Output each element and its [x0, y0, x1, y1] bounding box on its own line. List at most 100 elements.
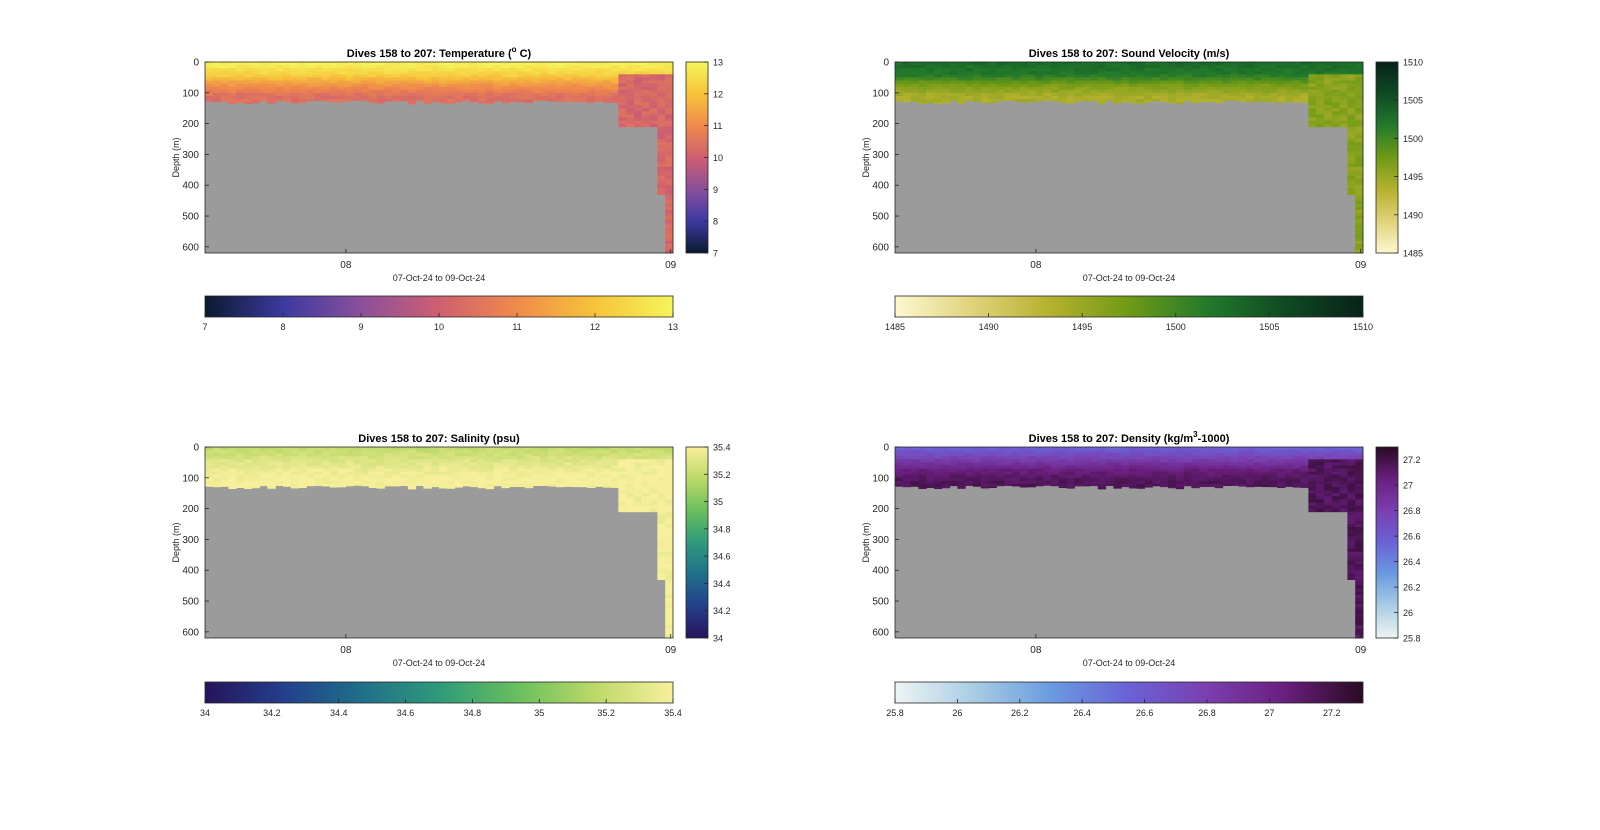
- heatmap-cell: [1199, 477, 1208, 482]
- heatmap-cell: [996, 450, 1005, 454]
- heatmap-cell: [1136, 465, 1146, 470]
- heatmap-cell: [1051, 477, 1060, 482]
- heatmap-cell: [1144, 450, 1153, 454]
- heatmap-cell: [1207, 86, 1216, 91]
- heatmap-cell: [902, 86, 912, 91]
- heatmap-cell: [1355, 71, 1364, 75]
- heatmap-cell: [556, 450, 565, 454]
- heatmap-cell: [988, 453, 997, 457]
- title-tail: C): [517, 48, 532, 60]
- heatmap-cell: [228, 462, 237, 466]
- heatmap-cell: [1058, 71, 1068, 75]
- heatmap-cell: [462, 471, 471, 476]
- heatmap-cell: [1316, 496, 1325, 500]
- heatmap-cell: [1347, 496, 1356, 500]
- heatmap-cell: [1105, 465, 1114, 470]
- heatmap-cell: [462, 95, 471, 100]
- heatmap-cell: [376, 465, 385, 470]
- heatmap-cell: [988, 74, 997, 78]
- heatmap-cell: [251, 483, 261, 488]
- heatmap-cell: [1347, 148, 1356, 152]
- heatmap-cell: [571, 483, 580, 488]
- heatmap-cell: [337, 447, 346, 451]
- heatmap-cell: [1214, 74, 1224, 78]
- heatmap-cell: [579, 62, 588, 66]
- heatmap-cell: [980, 450, 990, 454]
- heatmap-cell: [957, 474, 966, 479]
- heatmap-cell: [345, 62, 354, 66]
- heatmap-cell: [587, 483, 596, 488]
- heatmap-cell: [290, 98, 300, 103]
- heatmap-cell: [595, 480, 604, 485]
- heatmap-cell: [657, 74, 666, 78]
- heatmap-cell: [649, 68, 658, 72]
- heatmap-cell: [587, 92, 596, 97]
- heatmap-cell: [1043, 465, 1052, 470]
- heatmap-cell: [665, 480, 674, 485]
- heatmap-cell: [384, 462, 393, 466]
- heatmap-cell: [1230, 474, 1239, 479]
- heatmap-cell: [220, 86, 229, 91]
- heatmap-cell: [384, 456, 393, 460]
- heatmap-cell: [1012, 447, 1021, 451]
- heatmap-cell: [1019, 447, 1029, 451]
- heatmap-cell: [478, 68, 487, 72]
- heatmap-cell: [1066, 483, 1075, 488]
- heatmap-cell: [1214, 474, 1224, 479]
- heatmap-cell: [910, 450, 919, 454]
- heatmap-cell: [439, 89, 448, 94]
- heatmap-cell: [665, 145, 674, 149]
- heatmap-cell: [1129, 89, 1138, 94]
- heatmap-cell: [665, 92, 674, 97]
- heatmap-cell: [259, 74, 268, 78]
- heatmap-cell: [602, 65, 612, 69]
- heatmap-cell: [431, 89, 440, 94]
- heatmap-cell: [1308, 117, 1317, 122]
- heatmap-cell: [1160, 483, 1169, 488]
- heatmap-cell: [926, 89, 935, 94]
- heatmap-cell: [1261, 65, 1270, 69]
- heatmap-cell: [290, 468, 300, 473]
- heatmap-cell: [1043, 447, 1052, 451]
- heatmap-cell: [1355, 607, 1364, 611]
- heatmap-cell: [415, 98, 424, 101]
- y-tick-label: 100: [182, 473, 199, 484]
- heatmap-cell: [1175, 465, 1185, 470]
- heatmap-cell: [1136, 74, 1146, 78]
- heatmap-cell: [1339, 483, 1348, 488]
- heatmap-cell: [649, 102, 658, 106]
- heatmap-cell: [1168, 80, 1177, 85]
- heatmap-cell: [1066, 447, 1075, 451]
- heatmap-cell: [1238, 77, 1247, 81]
- heatmap-cell: [1222, 462, 1231, 466]
- heatmap-cell: [283, 98, 292, 102]
- heatmap-cell: [1097, 468, 1107, 473]
- heatmap-cell: [1152, 462, 1161, 466]
- heatmap-cell: [244, 447, 253, 451]
- heatmap-cell: [1277, 89, 1286, 94]
- heatmap-cell: [634, 80, 643, 85]
- heatmap-cell: [368, 447, 378, 451]
- heatmap-cell: [665, 539, 674, 543]
- heatmap-cell: [626, 92, 635, 97]
- heatmap-cell: [462, 71, 471, 75]
- heatmap-cell: [657, 487, 666, 491]
- heatmap-cell: [205, 480, 214, 485]
- heatmap-cell: [1347, 480, 1356, 485]
- heatmap-cell: [1207, 65, 1216, 69]
- heatmap-cell: [1316, 80, 1325, 85]
- heatmap-cell: [407, 453, 417, 457]
- heatmap-cell: [275, 456, 284, 460]
- heatmap-cell: [400, 68, 409, 72]
- heatmap-cell: [314, 450, 323, 454]
- heatmap-cell: [602, 480, 612, 485]
- heatmap-cell: [1339, 465, 1348, 470]
- heatmap-cell: [665, 579, 674, 584]
- heatmap-cell: [895, 465, 904, 470]
- heatmap-cell: [1027, 474, 1036, 479]
- heatmap-cell: [595, 465, 604, 470]
- heatmap-cell: [665, 225, 674, 229]
- heatmap-cell: [493, 453, 502, 457]
- heatmap-cell: [259, 477, 268, 482]
- heatmap-cell: [649, 471, 658, 476]
